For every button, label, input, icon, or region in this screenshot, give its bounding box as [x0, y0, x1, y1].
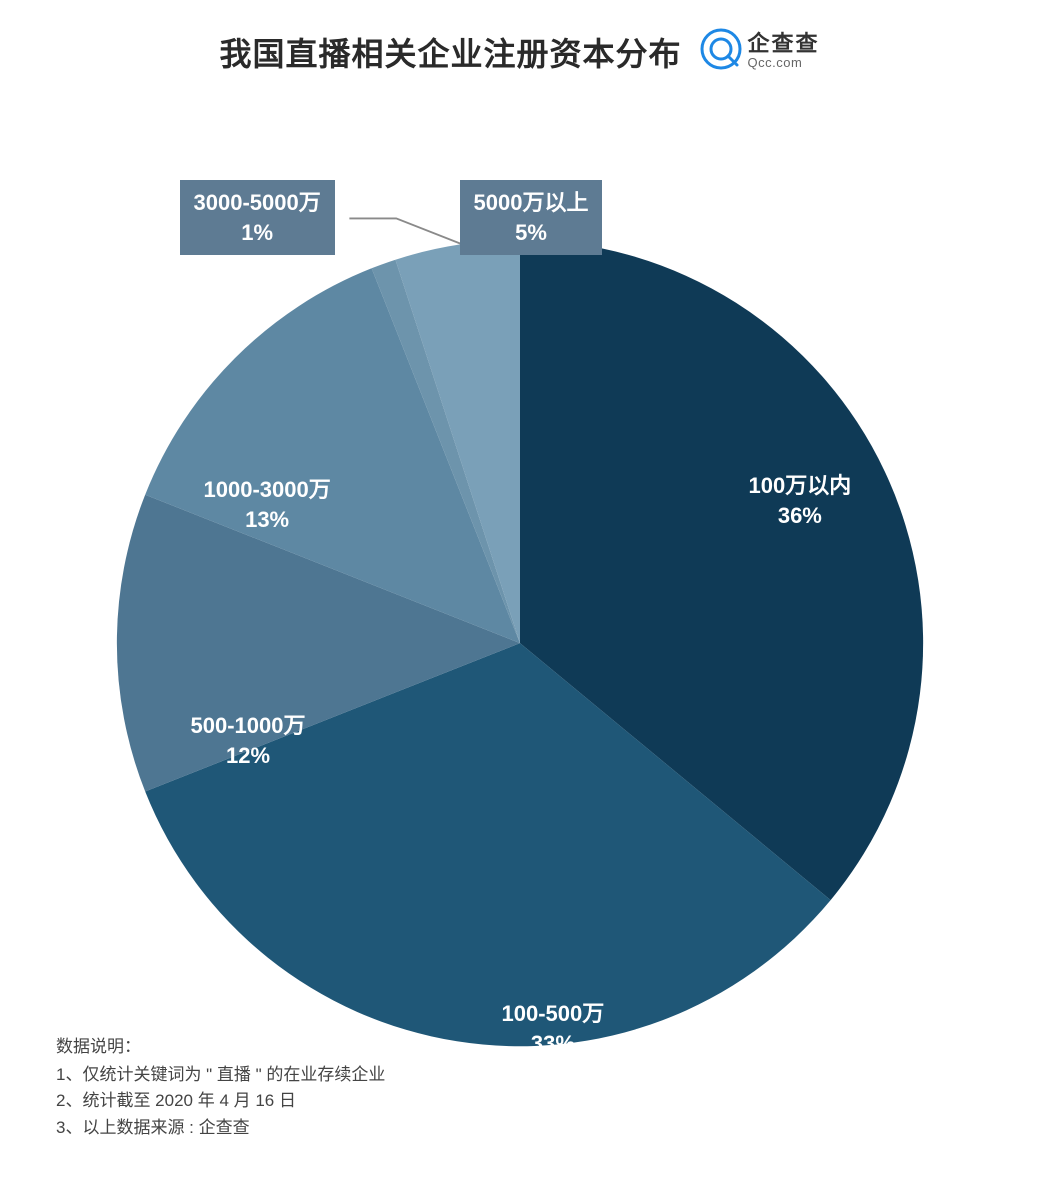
page-title: 我国直播相关企业注册资本分布 — [219, 29, 681, 75]
slice-label: 100-500万33% — [488, 991, 619, 1066]
footer-notes: 数据说明： 1、仅统计关键词为 " 直播 " 的在业存续企业 2、统计截至 20… — [56, 1034, 385, 1141]
slice-label: 100万以内36% — [735, 463, 866, 538]
qcc-logo-icon — [700, 28, 742, 75]
footer-line: 1、仅统计关键词为 " 直播 " 的在业存续企业 — [56, 1062, 385, 1088]
slice-label: 5000万以上5% — [460, 180, 603, 255]
footer-line: 2、统计截至 2020 年 4 月 16 日 — [56, 1088, 385, 1114]
slice-label: 3000-5000万1% — [180, 180, 335, 255]
footer-line: 3、以上数据来源 : 企查查 — [56, 1115, 385, 1141]
pie-chart: 100万以内36% 100-500万33% 500-1000万12% 1000-300… — [70, 165, 970, 1065]
brand-logo: 企查查 Qcc.com — [700, 28, 820, 75]
brand-name-en: Qcc.com — [748, 56, 820, 70]
footer-heading: 数据说明： — [56, 1034, 385, 1060]
slice-label: 1000-3000万13% — [190, 467, 345, 542]
brand-name-cn: 企查查 — [748, 32, 820, 56]
slice-label: 500-1000万12% — [177, 703, 320, 778]
leader-line — [349, 218, 470, 247]
